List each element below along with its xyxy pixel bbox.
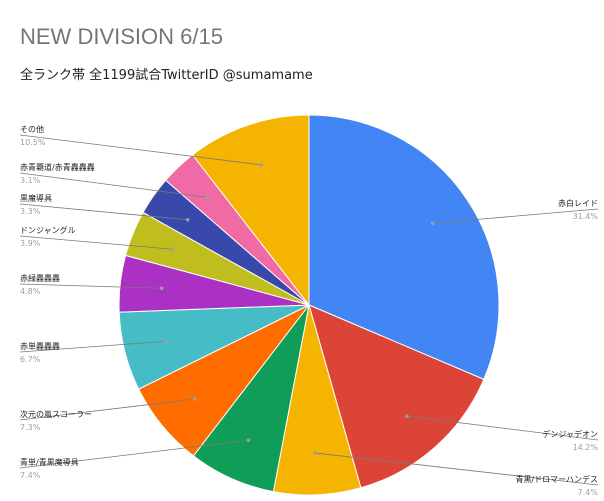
leader-dot (430, 221, 435, 226)
slice-percent: 4.8% (20, 287, 41, 296)
leader-dot (205, 195, 210, 200)
slice-label: ドンジャングル (20, 225, 76, 235)
slice-label: 赤青覇道/赤青轟轟轟 (20, 162, 95, 172)
slice-label: 青黒/ドロマーハンデス (515, 474, 598, 484)
leader-line (19, 439, 249, 469)
leader-dot (185, 217, 190, 222)
leader-line (19, 134, 262, 166)
slice-label: 黒魔導具 (20, 193, 52, 203)
chart-subtitle: 全ランク帯 全1199試合TwitterID @sumamame (20, 68, 313, 83)
chart-title: NEW DIVISION 6/15 (20, 24, 223, 49)
leader-line (432, 208, 599, 224)
slice-percent: 7.4% (578, 488, 599, 497)
slice-percent: 31.4% (573, 212, 599, 221)
slice-1 (308, 304, 485, 489)
slice-percent: 14.2% (573, 443, 599, 452)
leader-line (19, 398, 195, 421)
leader-line (19, 341, 166, 353)
slice-0 (308, 114, 500, 381)
leader-dot (259, 162, 263, 167)
slice-10 (191, 114, 310, 307)
slice-percent: 3.1% (20, 176, 41, 185)
pie-labels: 赤白レイド 31.4% デンジャデオン 14.2% 青黒/ドロマーハンデス 7.4% 青単/… (19, 124, 599, 497)
slice-label: 赤緑轟轟轟 (20, 273, 60, 283)
leader-dot (246, 438, 251, 443)
leader-line (315, 452, 599, 486)
pie-slices (118, 114, 500, 496)
leader-dot (169, 247, 174, 251)
slice-label: 次元の嵐スコーラー (20, 409, 92, 419)
slice-label: 赤白レイド (558, 198, 598, 208)
slice-percent: 6.7% (20, 355, 41, 364)
slice-percent: 7.3% (20, 423, 41, 432)
leader-line (19, 172, 208, 198)
leader-line (19, 283, 162, 289)
leader-dot (313, 451, 318, 455)
slice-label: デンジャデオン (542, 429, 598, 439)
leader-dot (159, 286, 164, 291)
leader-dot (192, 397, 197, 401)
leader-line (19, 235, 172, 250)
slice-label: その他 (20, 124, 44, 134)
slice-label: 青単/青黒魔導具 (20, 457, 79, 467)
slice-percent: 7.4% (20, 471, 41, 480)
slice-percent: 10.5% (20, 138, 46, 147)
leader-line (406, 415, 599, 441)
slice-label: 赤単轟轟轟 (20, 341, 60, 351)
leader-line (19, 203, 188, 221)
slice-percent: 3.3% (20, 207, 41, 216)
slice-percent: 3.9% (20, 239, 41, 248)
leader-dot (163, 339, 168, 344)
leader-dot (405, 414, 409, 418)
